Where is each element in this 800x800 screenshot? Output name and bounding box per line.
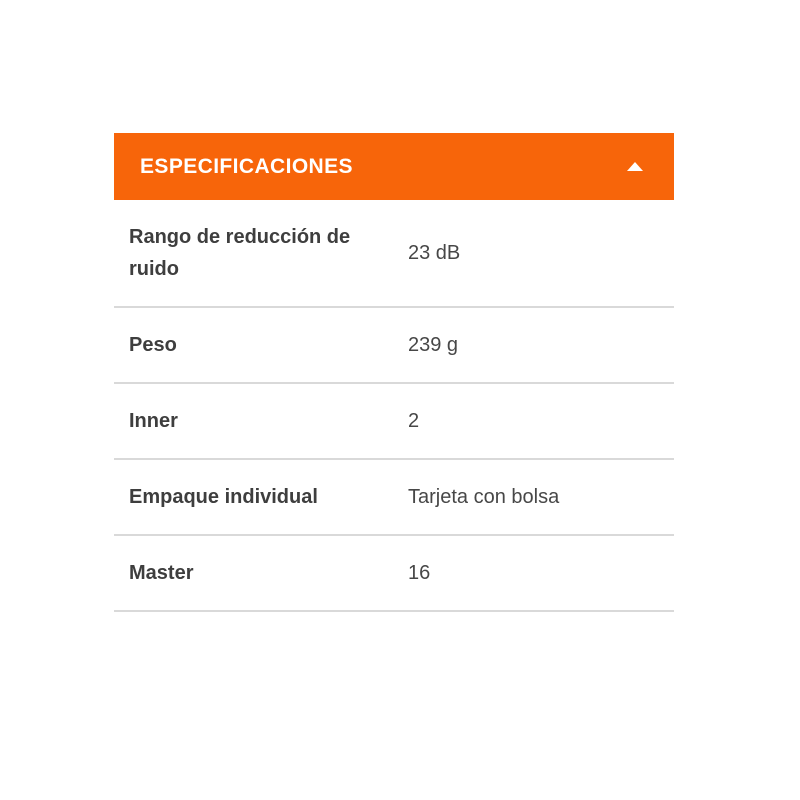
spec-label: Rango de reducción de ruido <box>129 226 351 280</box>
specifications-table: Rango de reducción de ruido 23 dB Peso 2… <box>114 200 674 612</box>
spec-row-inner: Inner 2 <box>114 384 674 460</box>
spec-row-weight: Peso 239 g <box>114 308 674 384</box>
spec-row-individual-packaging: Empaque individual Tarjeta con bolsa <box>114 460 674 536</box>
spec-row-noise-reduction: Rango de reducción de ruido 23 dB <box>114 200 674 308</box>
spec-value: 2 <box>408 410 420 432</box>
specifications-panel: ESPECIFICACIONES Rango de reducción de r… <box>114 133 674 612</box>
spec-label: Peso <box>129 334 177 356</box>
spec-label: Inner <box>129 410 178 432</box>
spec-value: 16 <box>408 562 431 584</box>
spec-label: Empaque individual <box>129 486 318 508</box>
spec-label: Master <box>129 562 194 584</box>
spec-value: 239 g <box>408 334 459 356</box>
specifications-title: ESPECIFICACIONES <box>140 154 353 178</box>
spec-value: 23 dB <box>408 242 461 264</box>
spec-row-master: Master 16 <box>114 536 674 612</box>
spec-value: Tarjeta con bolsa <box>408 486 560 508</box>
chevron-up-icon[interactable] <box>627 162 643 171</box>
specifications-accordion-header[interactable]: ESPECIFICACIONES <box>114 133 674 200</box>
